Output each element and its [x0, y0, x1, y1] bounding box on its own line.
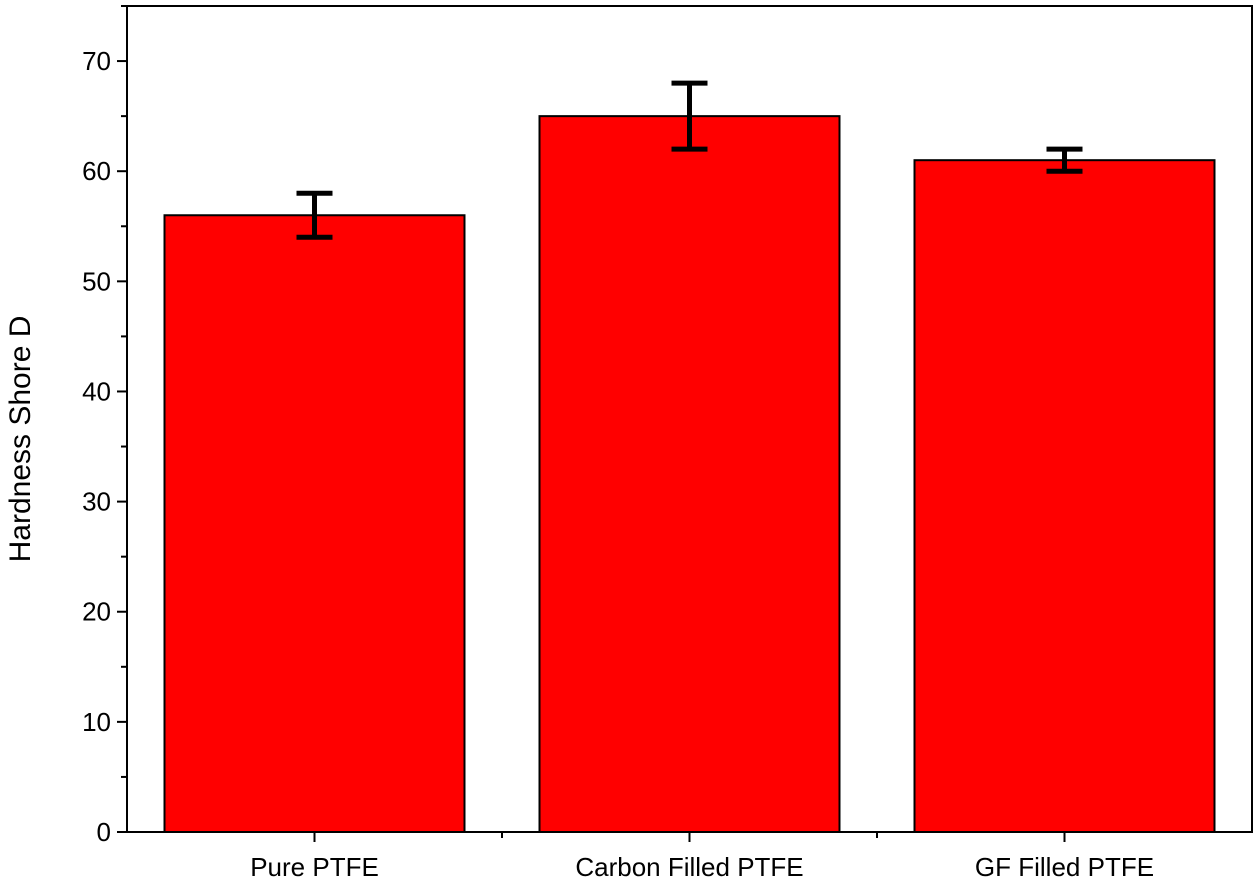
y-tick-label: 0 — [97, 817, 111, 847]
y-tick-label: 70 — [82, 46, 111, 76]
x-tick-label: Pure PTFE — [250, 852, 379, 882]
bars-group — [163, 115, 1216, 834]
y-tick-label: 10 — [82, 707, 111, 737]
y-tick-label: 20 — [82, 597, 111, 627]
y-axis-ticks: 0 10 20 30 40 50 60 70 — [82, 5, 127, 847]
bar-0 — [163, 214, 466, 833]
error-bar-1 — [671, 80, 708, 152]
x-axis-ticks: Pure PTFE Carbon Filled PTFE GF Filled PTF… — [250, 832, 1154, 882]
y-axis-title: Hardness Shore D — [4, 316, 37, 563]
y-tick-label: 60 — [82, 156, 111, 186]
bar-1 — [538, 115, 841, 833]
y-tick-label: 40 — [82, 376, 111, 406]
error-bar-2 — [1046, 146, 1083, 174]
y-tick-label: 30 — [82, 487, 111, 517]
y-tick-label: 50 — [82, 266, 111, 296]
bar-2 — [913, 159, 1216, 834]
x-tick-label: Carbon Filled PTFE — [575, 852, 803, 882]
error-bars-group — [296, 80, 1083, 240]
x-tick-label: GF Filled PTFE — [975, 852, 1154, 882]
error-bar-0 — [296, 190, 333, 240]
